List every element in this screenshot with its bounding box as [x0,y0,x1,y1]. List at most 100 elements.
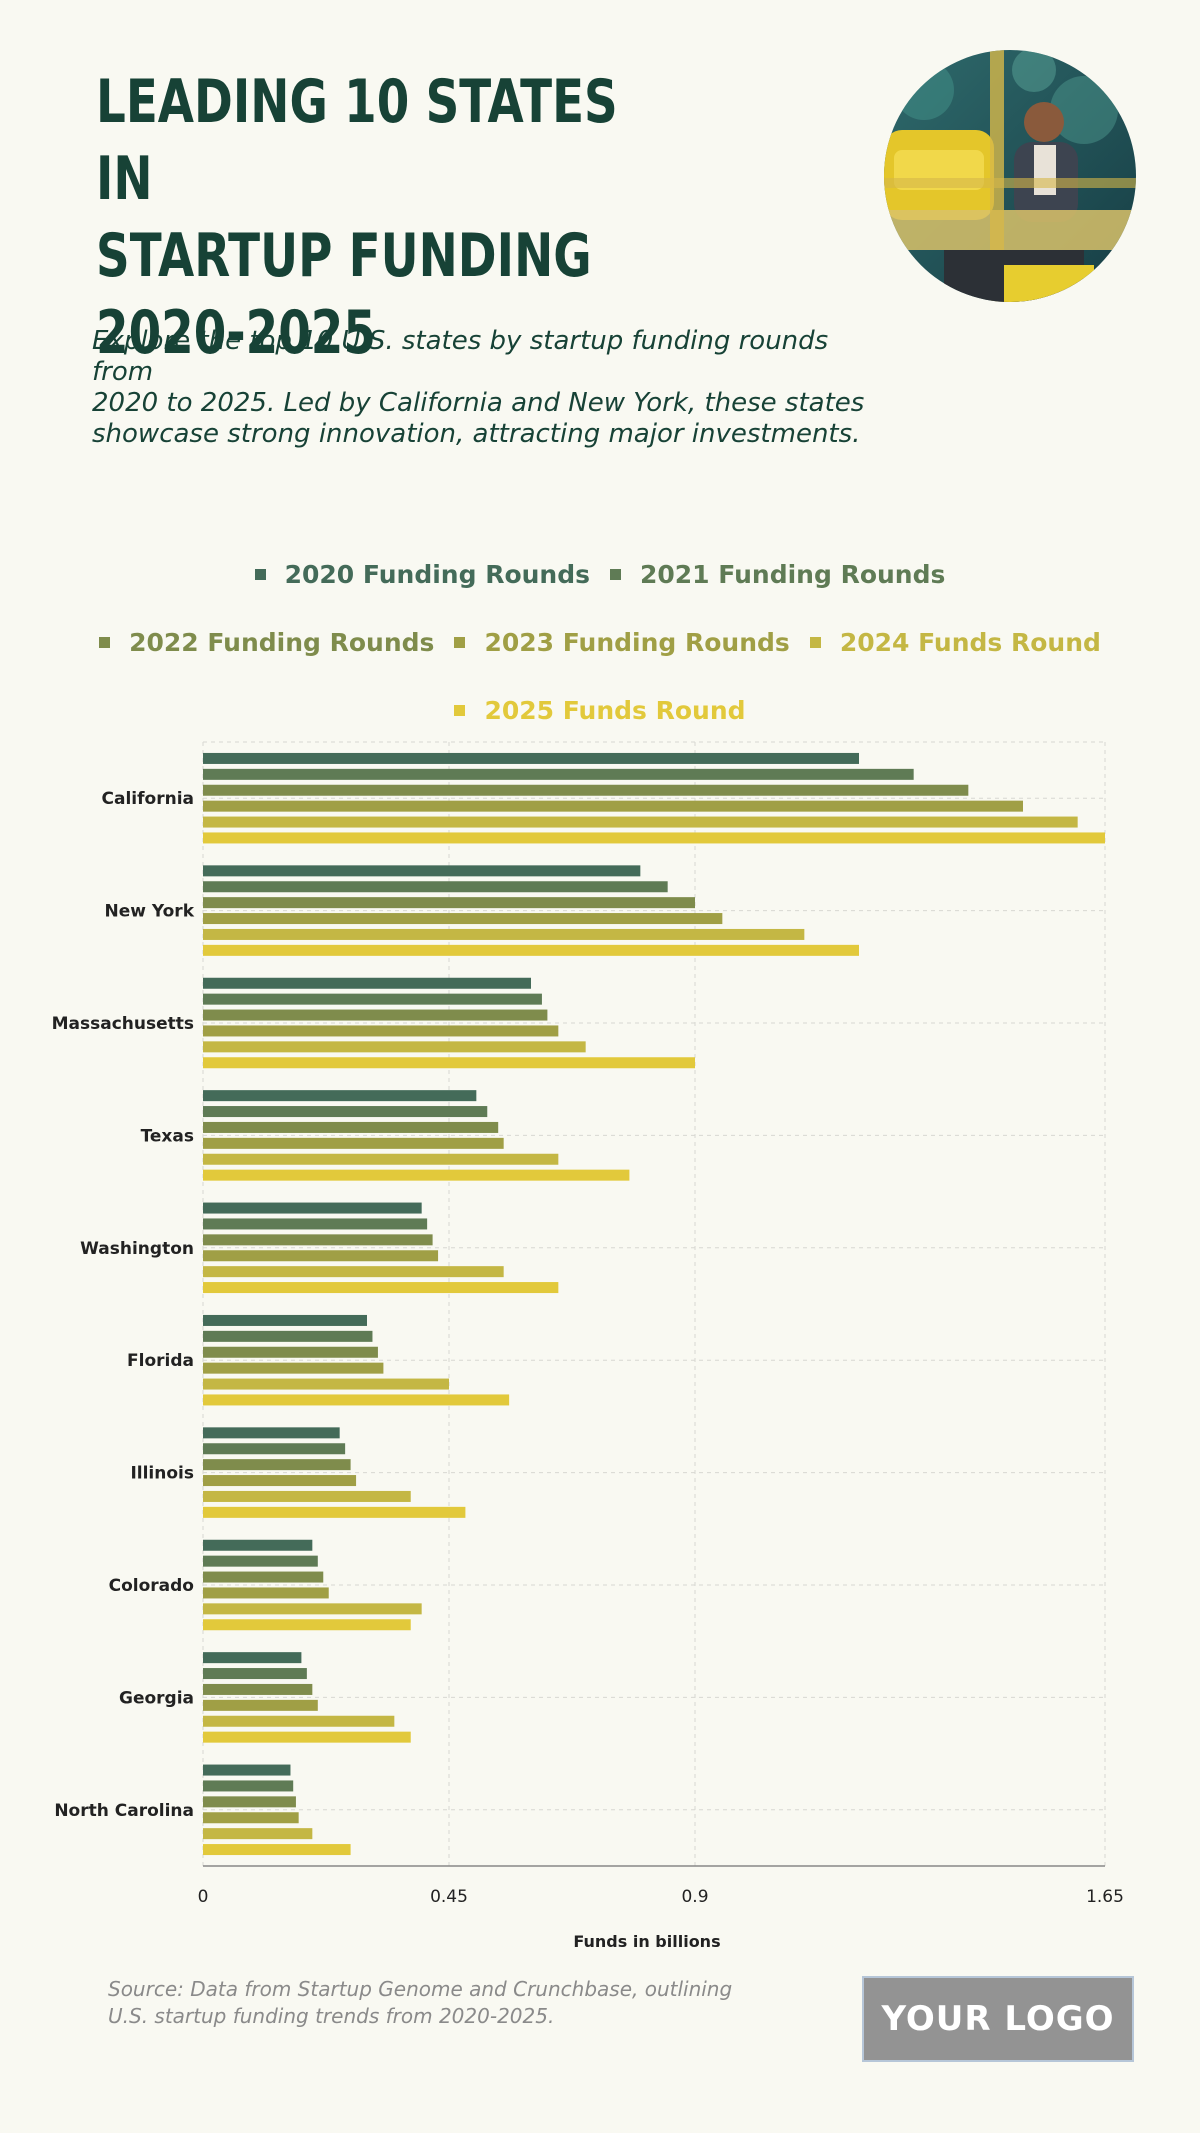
bar [203,800,1023,812]
bar [203,865,641,877]
bar [203,1796,296,1808]
source-note: Source: Data from Startup Genome and Cru… [108,1976,788,2030]
bar [203,1828,313,1840]
legend-swatch [99,636,111,648]
category-label: Washington [80,1239,194,1259]
bar [203,1427,340,1439]
legend-label: 2022 Funding Rounds [129,627,435,657]
bar [203,1346,378,1358]
x-tick-label: 0.45 [430,1887,468,1907]
bar [203,1057,695,1069]
bar [203,1330,373,1342]
bar [203,1683,313,1695]
bar [203,944,859,956]
logo-text: YOUR LOGO [881,1999,1115,2039]
legend-item-2023: 2023 Funding Rounds [454,627,790,657]
bar [203,1041,586,1053]
legend-label: 2023 Funding Rounds [484,627,790,657]
intro-line: Explore the top 10 U.S. states by startu… [92,326,829,387]
category-label: Florida [127,1351,194,1371]
bar [203,1619,411,1631]
bar [203,1699,318,1711]
legend-item-2025: 2025 Funds Round [454,696,746,725]
bar [203,1362,384,1374]
bar [203,1571,324,1583]
category-label: New York [105,902,195,922]
legend-item-2020: 2020 Funding Rounds [254,559,590,589]
bar [203,784,969,796]
source-line: U.S. startup funding trends from 2020-20… [108,2004,555,2028]
bar [203,1780,294,1792]
title-line: STARTUP FUNDING [96,221,592,291]
legend-label: 2021 Funding Rounds [640,559,946,589]
bar [203,1603,422,1615]
bar [203,1668,307,1680]
category-label: Georgia [119,1688,194,1708]
chart-legend: 2020 Funding Rounds 2021 Funding Rounds … [0,540,1200,744]
legend-row: 2025 Funds Round [0,676,1200,744]
bar [203,768,914,780]
legend-row: 2020 Funding Rounds 2021 Funding Rounds [0,540,1200,608]
bar [203,993,542,1005]
office-photo-illustration [884,50,1136,302]
bar [203,881,668,893]
bar [203,1106,488,1118]
legend-label: 2020 Funding Rounds [284,559,590,589]
bar [203,1539,313,1551]
legend-item-2021: 2021 Funding Rounds [610,560,945,589]
bar [203,1459,351,1471]
legend-item-2022: 2022 Funding Rounds [99,628,434,657]
legend-swatch [454,704,466,716]
bar [203,913,723,925]
bar [203,1202,422,1214]
bar [203,1715,395,1727]
bar [203,1266,504,1278]
bar [203,1314,367,1326]
bar [203,1169,630,1181]
bar [203,1234,433,1246]
bar [203,1009,548,1021]
legend-swatch [454,636,466,648]
bar [203,1555,318,1567]
category-label: Massachusetts [52,1014,194,1034]
category-label: California [102,789,194,809]
legend-item-2024: 2024 Funds Round [809,627,1101,657]
bar [203,1812,299,1824]
intro-text: Explore the top 10 U.S. states by startu… [92,326,892,450]
bar [203,1652,302,1664]
category-label: Colorado [109,1576,194,1596]
x-tick-label: 0 [198,1887,209,1907]
bar [203,1218,428,1230]
bar [203,1587,329,1599]
bar [203,1764,291,1776]
bar [203,1025,559,1037]
bar [203,1844,351,1856]
bar [203,752,859,764]
logo-placeholder: YOUR LOGO [862,1976,1134,2062]
bar [203,1731,411,1743]
legend-label: 2024 Funds Round [839,627,1101,657]
bar [203,832,1105,844]
bar [203,897,695,909]
category-label: North Carolina [54,1801,194,1821]
legend-swatch [809,636,821,648]
title-line: 2020-2025 [96,298,376,368]
intro-line: showcase strong innovation, attracting m… [92,419,861,449]
bar [203,1121,499,1133]
x-tick-label: 1.65 [1086,1887,1124,1907]
bar [203,1137,504,1149]
legend-row: 2022 Funding Rounds 2023 Funding Rounds … [0,608,1200,676]
header-photo [884,50,1136,302]
bar [203,1250,439,1262]
title-line: LEADING 10 STATES IN [96,67,618,214]
bar [203,1394,510,1406]
x-tick-label: 0.9 [681,1887,708,1907]
bar [203,1490,411,1502]
bar [203,1090,477,1102]
bar [203,1153,559,1165]
bar [203,1378,449,1390]
category-label: Illinois [130,1464,194,1484]
bar [203,1443,346,1455]
intro-line: 2020 to 2025. Led by California and New … [92,388,865,418]
x-axis-title: Funds in billions [573,1932,720,1951]
